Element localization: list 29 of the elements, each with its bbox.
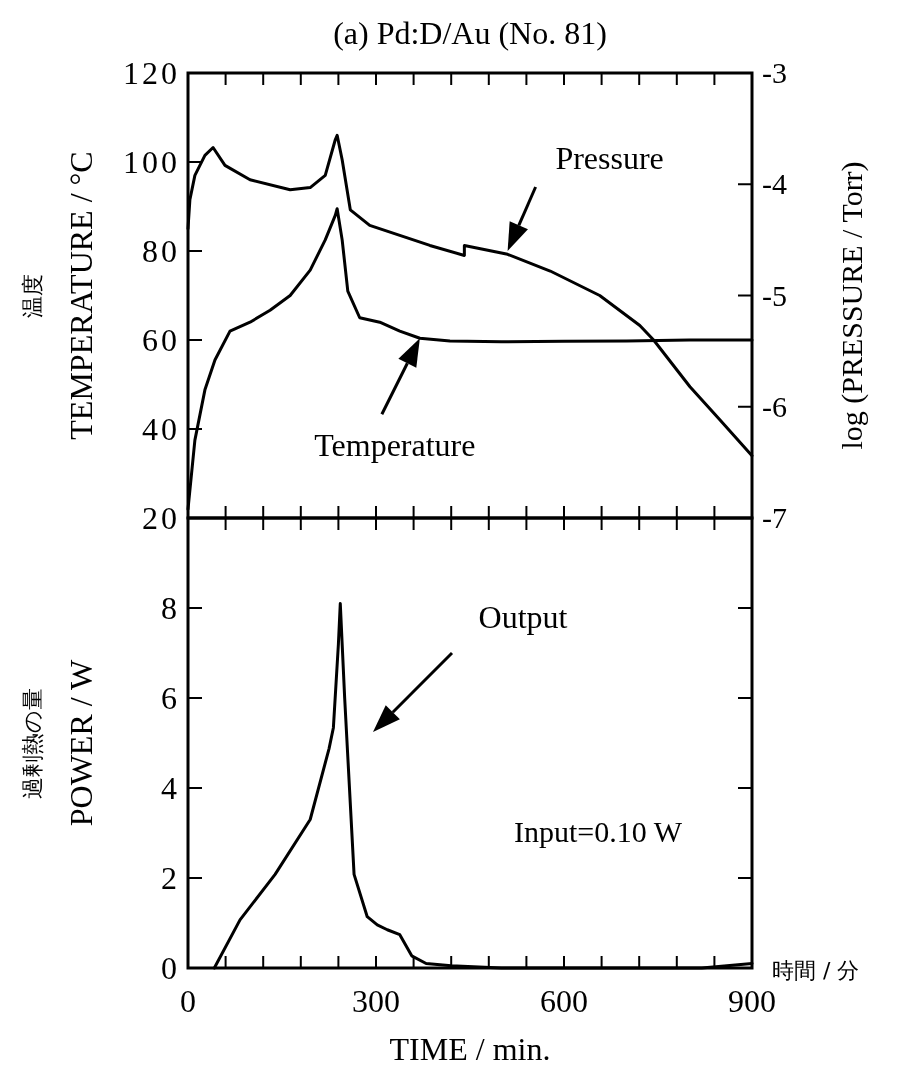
y-axis-title: 温度 TEMPERATURE / °C xyxy=(20,151,99,440)
y-tick-label: 4 xyxy=(161,770,180,806)
x-axis-title: TIME / min. xyxy=(389,1031,551,1067)
annotation: Pressure xyxy=(555,140,664,176)
y-tick-label: 60 xyxy=(142,322,180,358)
text: 時間 / 分 xyxy=(772,958,860,983)
y-tick-label: 120 xyxy=(123,55,180,91)
y-tick-label: 100 xyxy=(123,144,180,180)
x-tick-label: 300 xyxy=(352,983,400,1019)
annotation: Temperature xyxy=(314,427,476,464)
y2-tick-label: -7 xyxy=(762,501,787,534)
annotation: Input=0.10 W xyxy=(513,815,683,848)
y-tick-label: 80 xyxy=(142,233,180,269)
y2-tick-label: -3 xyxy=(762,56,787,89)
y-axis-title: 過剰熱の量 POWER / W xyxy=(20,658,99,827)
y2-axis-title: log (PRESSURE / Torr) xyxy=(835,161,869,450)
y-tick-label: 0 xyxy=(161,950,180,986)
y-tick-label: 6 xyxy=(161,680,180,716)
y-tick-label: 20 xyxy=(142,500,180,536)
y-tick-label: 8 xyxy=(161,590,180,626)
x-tick-label: 900 xyxy=(728,983,776,1019)
y2-tick-label: -6 xyxy=(762,389,787,423)
y2-tick-label: -4 xyxy=(762,167,787,201)
annotation: Output xyxy=(478,599,568,635)
x-tick-label: 600 xyxy=(540,983,588,1019)
y-tick-label: 2 xyxy=(161,860,180,896)
chart-title: (a) Pd:D/Au (No. 81) xyxy=(333,15,607,51)
y2-tick-label: -5 xyxy=(762,278,787,312)
y-tick-label: 40 xyxy=(142,411,180,447)
